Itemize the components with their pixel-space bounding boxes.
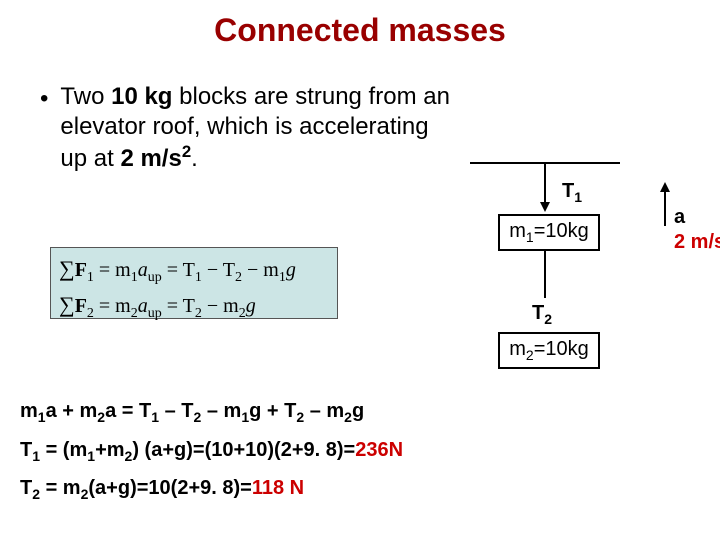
eq-sum: m1a + m2a = T1 – T2 – m1g + T2 – m2g (20, 392, 403, 431)
t1-answer: 236N (355, 439, 403, 461)
accel-text: a 2 m/s2 (674, 206, 720, 253)
text: Two (60, 83, 111, 110)
bullet-content: Two 10 kg blocks are strung from an elev… (60, 82, 460, 174)
eq-t2: T2 = m2(a+g)=10(2+9. 8)=118 N (20, 469, 403, 508)
eq-line-1: ∑F1 = m1aup = T1 − T2 − m1g (59, 252, 329, 288)
mass-1-box: m1=10kg (498, 214, 600, 251)
slide-title: Connected masses (0, 12, 720, 49)
eq-t1: T1 = (m1+m2) (a+g)=(10+10)(2+9. 8)=236N (20, 431, 403, 470)
arrow-t1 (540, 202, 550, 212)
bullet-dot: • (40, 84, 48, 174)
text: . (191, 145, 198, 172)
equation-image: ∑F1 = m1aup = T1 − T2 − m1g ∑F2 = m2aup … (50, 247, 338, 319)
string-1 (544, 164, 546, 204)
accel-line (664, 188, 666, 226)
string-2 (544, 250, 546, 298)
derivation-equations: m1a + m2a = T1 – T2 – m1g + T2 – m2g T1 … (20, 392, 403, 508)
t2-answer: 118 N (252, 477, 304, 499)
mass-value: 10 kg (111, 83, 172, 110)
bullet-text: • Two 10 kg blocks are strung from an el… (40, 82, 460, 174)
mass-2-box: m2=10kg (498, 332, 600, 369)
eq-line-2: ∑F2 = m2aup = T2 − m2g (59, 288, 329, 324)
accel-value: 2 m/s2 (120, 145, 191, 172)
t1-label: T1 (562, 180, 582, 205)
t2-label: T2 (532, 302, 552, 327)
